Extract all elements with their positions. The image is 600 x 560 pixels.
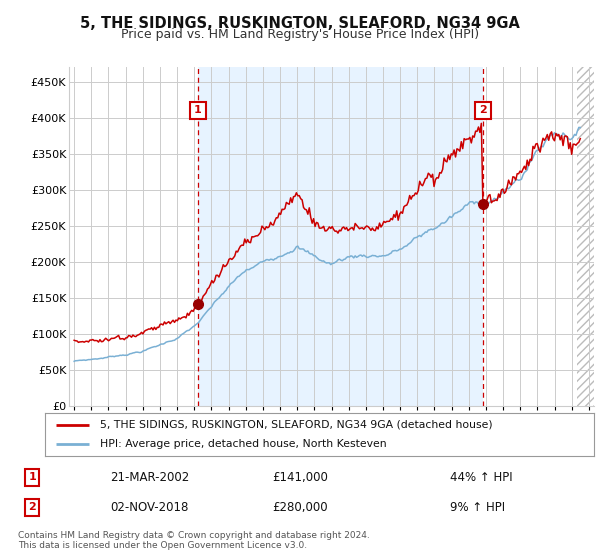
- Text: HPI: Average price, detached house, North Kesteven: HPI: Average price, detached house, Nort…: [100, 439, 386, 449]
- Text: 2: 2: [28, 502, 36, 512]
- Text: Price paid vs. HM Land Registry's House Price Index (HPI): Price paid vs. HM Land Registry's House …: [121, 28, 479, 41]
- Text: 02-NOV-2018: 02-NOV-2018: [110, 501, 188, 514]
- Text: 9% ↑ HPI: 9% ↑ HPI: [450, 501, 505, 514]
- Text: 5, THE SIDINGS, RUSKINGTON, SLEAFORD, NG34 9GA (detached house): 5, THE SIDINGS, RUSKINGTON, SLEAFORD, NG…: [100, 420, 493, 430]
- Text: 21-MAR-2002: 21-MAR-2002: [110, 471, 189, 484]
- Text: £280,000: £280,000: [272, 501, 328, 514]
- Text: 44% ↑ HPI: 44% ↑ HPI: [450, 471, 512, 484]
- Text: £141,000: £141,000: [272, 471, 328, 484]
- Text: 5, THE SIDINGS, RUSKINGTON, SLEAFORD, NG34 9GA: 5, THE SIDINGS, RUSKINGTON, SLEAFORD, NG…: [80, 16, 520, 31]
- Bar: [198, 67, 483, 406]
- Text: Contains HM Land Registry data © Crown copyright and database right 2024.
This d: Contains HM Land Registry data © Crown c…: [18, 531, 370, 550]
- Bar: [577, 67, 594, 406]
- Text: 2: 2: [479, 105, 487, 115]
- Text: 1: 1: [28, 472, 36, 482]
- Text: 1: 1: [194, 105, 202, 115]
